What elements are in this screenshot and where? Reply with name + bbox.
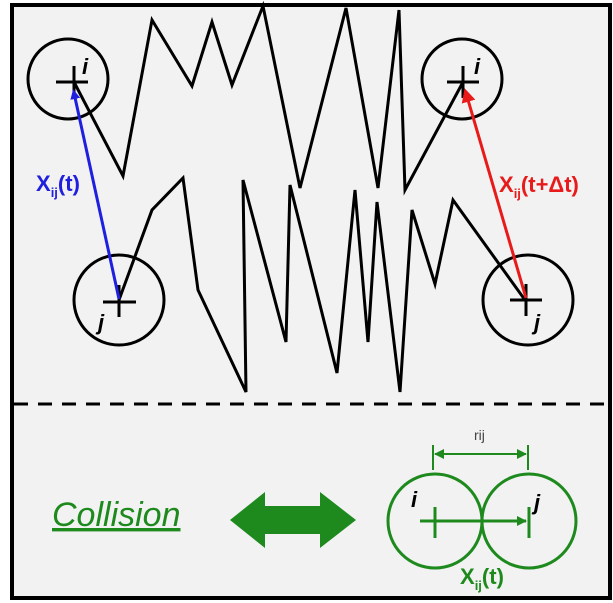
trajectory-upper: [72, 0, 465, 196]
vector-label-t: Xij(t): [36, 171, 80, 200]
particle-j-label: j: [531, 310, 541, 335]
particle-j-right: j: [481, 253, 575, 347]
vector-label-main: X: [36, 171, 51, 196]
trajectory-lower: [117, 174, 527, 393]
collision-j-label: j: [531, 490, 541, 515]
vector-arrow-red: [461, 88, 528, 299]
vector-label-sub: ij: [475, 578, 482, 593]
collision-label: Collision: [52, 496, 181, 534]
collision-i-label: i: [411, 487, 418, 512]
vector-label-t-dt: Xij(t+Δt): [499, 172, 579, 201]
vector-arrow-blue: [70, 89, 121, 300]
vector-label-sub: ij: [514, 186, 521, 201]
collision-vector-label: Xij(t): [460, 564, 504, 593]
particle-i-label: i: [474, 54, 481, 79]
vector-label-sub: ij: [51, 185, 58, 200]
vector-label-arg: (t): [58, 171, 80, 196]
particle-i-label: i: [82, 54, 89, 79]
particle-i-right: i: [420, 37, 504, 121]
vector-label-arg: (t): [482, 564, 504, 589]
vector-label-main: X: [460, 564, 475, 589]
double-arrow-icon: [230, 492, 356, 548]
vector-label-arg: (t+Δt): [521, 172, 579, 197]
vector-label-main: X: [499, 172, 514, 197]
particle-j-left: j: [72, 253, 166, 347]
rij-label: rij: [474, 427, 485, 443]
particle-j-label: j: [95, 310, 105, 335]
